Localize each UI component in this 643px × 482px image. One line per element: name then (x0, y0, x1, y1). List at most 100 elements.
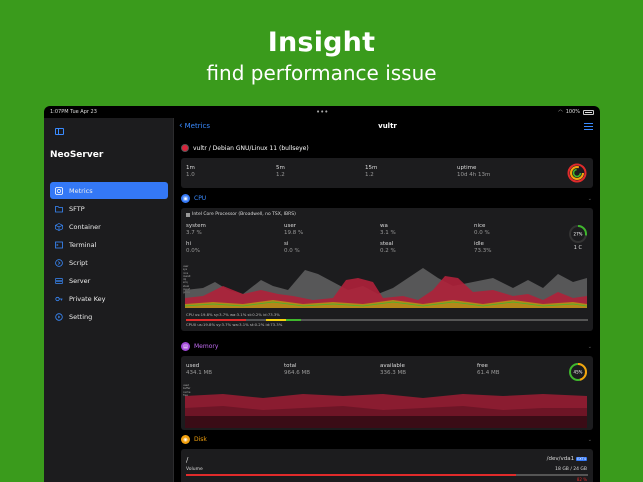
disk-fs-badge: EXT4 (576, 457, 587, 461)
wifi-icon: ◠ (558, 109, 563, 115)
sidebar-item-label: Setting (69, 312, 93, 321)
uptime: uptime 10d 4h 13m (457, 165, 491, 178)
sidebar-toggle-icon[interactable] (55, 128, 64, 135)
cpu-usage-ring: 27% (569, 225, 587, 243)
memory-card: used 434.1 MB total 964.6 MB available 336.… (181, 356, 593, 430)
cpu-icon: ▣ (181, 194, 190, 203)
status-time: 1:07PM Tue Apr 23 (50, 109, 97, 115)
cpu-bar-track (186, 319, 588, 321)
cpu-bar-wa (286, 319, 301, 321)
memory-legend: used buffer cache free (183, 384, 191, 397)
mem-stat-free: free 61.4 MB (477, 363, 500, 376)
battery-text: 100% (565, 109, 580, 115)
cpu-section-label: CPU (194, 195, 207, 202)
key-icon (55, 295, 63, 303)
server-os-icon (181, 144, 189, 152)
back-button[interactable]: ‹ Metrics (179, 120, 211, 131)
mem-stat-available: available 336.3 MB (380, 363, 407, 376)
chevron-down-icon[interactable]: ⌄ (587, 437, 592, 443)
disk-icon: ◉ (181, 435, 190, 444)
cpu-stat-wa: wa 3.1 % (380, 223, 396, 236)
cpu0-caption: CPU0 us:19.8% sy:3.7% wa:3.1% st:0.2% id… (186, 322, 283, 327)
sidebar-item-label: Terminal (69, 240, 97, 249)
chip-icon (186, 212, 190, 217)
mem-stat-total: total 964.6 MB (284, 363, 311, 376)
memory-section-label: Memory (194, 343, 219, 350)
memory-history-chart (185, 394, 587, 428)
load-1m: 1m 1.0 (186, 165, 195, 178)
sidebar-item-server[interactable]: Server (50, 272, 168, 289)
cpu-caption: CPU us:19.8% sy:3.7% wa:3.1% st:0.2% id:… (186, 312, 280, 317)
server-label: vultr / Debian GNU/Linux 11 (bullseye) (193, 144, 309, 152)
sidebar-item-script[interactable]: Script (50, 254, 168, 271)
app-title: NeoServer (50, 150, 104, 160)
disk-section-header[interactable]: ◉ Disk (181, 435, 207, 444)
cpu-cores: 1 C (573, 245, 582, 251)
cpu-card: Intel Core Processor (Broadwell, no TSX,… (181, 208, 593, 331)
cpu-bar-user (186, 319, 246, 321)
sidebar-item-setting[interactable]: Setting (50, 308, 168, 325)
page-title: vultr (378, 122, 397, 130)
multitask-dots[interactable]: ••• (316, 108, 329, 116)
cube-icon (55, 222, 63, 231)
gauge-icon (55, 186, 63, 195)
cpu-stat-idle: idle 73.3% (474, 241, 492, 254)
terminal-icon (55, 241, 63, 249)
load-card: 1m 1.0 5m 1.2 15m 1.2 uptime 10d 4h 13m (181, 158, 593, 188)
cpu-stat-system: system 3.7 % (186, 223, 206, 236)
sidebar-item-sftp[interactable]: SFTP (50, 200, 168, 217)
sidebar-item-label: Script (69, 258, 88, 267)
cpu-stat-steal: steal 0.2 % (380, 241, 396, 254)
sidebar-item-label: Server (69, 276, 91, 285)
cpu-model: Intel Core Processor (Broadwell, no TSX,… (186, 212, 296, 217)
sidebar-item-label: Private Key (69, 294, 106, 303)
sidebar-item-label: Container (69, 222, 101, 231)
disk-card: / /dev/vda1 EXT4 Volume 18 GB / 24 GB 82 … (181, 449, 593, 482)
sidebar-item-container[interactable]: Container (50, 218, 168, 235)
nav-bar: ‹ Metrics vultr (175, 118, 600, 136)
ipad-frame: 1:07PM Tue Apr 23 ◠ 100% ••• NeoServer M… (44, 106, 600, 482)
load-15m: 15m 1.2 (365, 165, 378, 178)
mem-stat-used: used 434.1 MB (186, 363, 213, 376)
back-label: Metrics (184, 122, 211, 130)
disk-section-label: Disk (194, 436, 207, 443)
folder-icon (55, 205, 63, 213)
hero-subtitle: find performance issue (206, 61, 437, 85)
server-icon (55, 277, 63, 285)
disk-volume-label: Volume (186, 467, 203, 472)
load-5m: 5m 1.2 (276, 165, 285, 178)
sidebar-item-label: SFTP (69, 204, 85, 213)
hero-title: Insight (267, 27, 376, 58)
disk-volume-pct: 82 % (576, 477, 587, 482)
cpu-stat-user: user 19.8 % (284, 223, 304, 236)
disk-mount: / (186, 456, 189, 464)
disk-volume-value: 18 GB / 24 GB (555, 467, 587, 472)
memory-usage-ring: 45% (569, 363, 587, 381)
memory-section-header[interactable]: ▤ Memory (181, 342, 218, 351)
sidebar-item-label: Metrics (69, 186, 93, 195)
memory-ring-pct: 45% (574, 370, 583, 375)
cpu-section-header[interactable]: ▣ CPU (181, 194, 206, 203)
chevron-left-icon: ‹ (179, 120, 183, 131)
gear-icon (55, 312, 63, 321)
cpu-stat-nice: nice 0.0 % (474, 223, 490, 236)
cpu-bar-sys (266, 319, 286, 321)
cpu-stat-hi: hi 0.0% (186, 241, 200, 254)
sidebar: NeoServer Metrics SFTP Container Termina… (44, 118, 174, 482)
cpu-stat-si: si 0.0 % (284, 241, 300, 254)
chevron-down-icon[interactable]: ⌄ (587, 344, 592, 350)
cpu-ring-pct: 27% (574, 232, 583, 237)
battery-icon (583, 109, 594, 115)
cpu-history-chart (184, 268, 588, 308)
sidebar-item-metrics[interactable]: Metrics (50, 182, 168, 199)
sidebar-item-terminal[interactable]: Terminal (50, 236, 168, 253)
disk-device: /dev/vda1 EXT4 (546, 456, 587, 462)
script-icon (55, 258, 63, 267)
status-bar: 1:07PM Tue Apr 23 ◠ 100% (44, 106, 600, 118)
memory-icon: ▤ (181, 342, 190, 351)
sidebar-item-private-key[interactable]: Private Key (50, 290, 168, 307)
menu-icon[interactable] (584, 123, 593, 130)
load-ring-icon (567, 163, 587, 183)
chevron-down-icon[interactable]: ⌄ (587, 196, 592, 202)
sidebar-nav: Metrics SFTP Container Terminal Script S… (50, 182, 168, 326)
